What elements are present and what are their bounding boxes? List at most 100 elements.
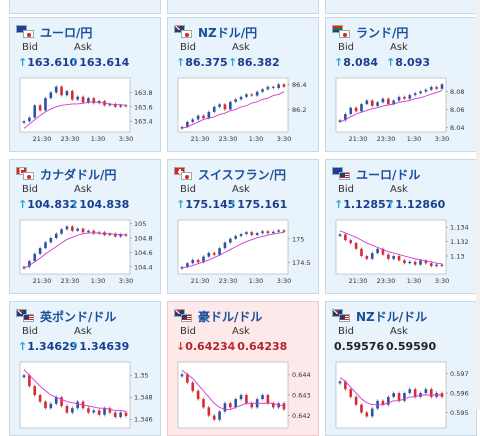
moving-average-line [339, 377, 442, 406]
candle-body [392, 256, 395, 259]
ask-number: 86.382 [237, 56, 280, 69]
candle-body [218, 248, 221, 255]
card-header[interactable]: 豪ドル/ドル [174, 307, 262, 325]
bid-number: 8.084 [343, 56, 379, 69]
ask-label: Ask [232, 42, 250, 53]
card-header[interactable]: スイスフラン/円 [174, 165, 286, 183]
candle-body [277, 84, 280, 89]
candle-body [65, 90, 69, 96]
card-above-3 [325, 0, 477, 14]
card-header[interactable]: NZドル/円 [174, 23, 257, 41]
scrollbar[interactable] [476, 0, 480, 410]
candle-body [250, 94, 254, 96]
candle-body [376, 102, 379, 106]
ask-label: Ask [390, 184, 408, 195]
y-tick-label: 86.2 [292, 106, 306, 114]
rate-chart[interactable]: 0.644 0.643 0.642 [176, 360, 314, 430]
arrow-down-icon: ↓ [228, 340, 238, 353]
card-header[interactable]: NZドル/ドル [332, 307, 427, 325]
card-header[interactable]: ユーロ/ドル [332, 165, 420, 183]
candlestick-chart: 163.8 163.6 163.4 21:30 23:30 1:30 3:30 [19, 77, 153, 143]
x-tick-label: 23:30 [377, 135, 396, 143]
card-header[interactable]: ランド/円 [332, 23, 408, 41]
rate-card[interactable]: ランド/円 Bid Ask ↑8.084 ↑8.093 8.08 8.06 8.04 21:30… [325, 17, 477, 152]
x-tick-label: 3:30 [277, 277, 292, 285]
rate-card[interactable]: 豪ドル/ドル Bid Ask ↓0.64234 ↓0.64238 0.644 0.643 0.… [167, 301, 319, 436]
rate-chart[interactable]: 86.4 86.2 21:30 23:30 1:30 3:30 [176, 76, 314, 146]
candle-body [54, 233, 58, 238]
rate-chart[interactable]: 0.597 0.596 0.595 [334, 360, 472, 430]
bid-value: ↑175.145 [176, 198, 235, 211]
bid-number: 104.832 [27, 198, 78, 211]
y-tick-label: 1.35 [134, 372, 148, 380]
bid-label: Bid [338, 184, 354, 195]
ask-value: ↑163.614 [70, 56, 129, 69]
y-tick-label: 1.348 [134, 394, 153, 402]
rate-card[interactable]: スイスフラン/円 Bid Ask ↑175.145 ↑175.161 175 174.5 21… [167, 159, 319, 294]
candlestick-chart: 8.08 8.06 8.04 21:30 23:30 1:30 3:30 [335, 77, 464, 143]
candle-body [81, 96, 85, 103]
candle-body [282, 84, 286, 87]
x-tick-label: 3:30 [119, 277, 134, 285]
candle-body [349, 389, 353, 397]
pair-name-link[interactable]: スイスフラン/円 [198, 167, 287, 182]
bid-label: Bid [22, 42, 38, 53]
ask-value: ↑1.34639 [70, 340, 129, 353]
card-header[interactable]: 英ポンド/ドル [16, 307, 116, 325]
jp-flag-icon [181, 172, 192, 180]
candle-body [429, 263, 433, 267]
x-tick-label: 21:30 [349, 135, 368, 143]
candle-body [49, 92, 53, 99]
candle-body [87, 98, 90, 103]
y-tick-label: 104.8 [134, 235, 153, 243]
y-tick-label: 0.644 [292, 371, 311, 379]
rate-card[interactable]: ユーロ/ドル Bid Ask ↑1.12857 ↑1.12860 1.134 1.132 1.… [325, 159, 477, 294]
x-tick-label: 3:30 [277, 135, 292, 143]
rate-card[interactable]: カナダドル/円 Bid Ask ↑104.832 ↑104.838 105 104.8 104… [9, 159, 161, 294]
candle-body [413, 261, 417, 265]
candle-body [354, 243, 358, 249]
candle-body [22, 266, 26, 269]
plot-area [19, 361, 131, 429]
bid-label: Bid [180, 42, 196, 53]
pair-name-link[interactable]: NZドル/ドル [356, 309, 428, 324]
candle-body [223, 104, 227, 110]
pair-name-link[interactable]: ランド/円 [356, 25, 409, 40]
pair-name-link[interactable]: ユーロ/ドル [356, 167, 421, 182]
pair-name-link[interactable]: カナダドル/円 [40, 167, 117, 182]
pair-name-link[interactable]: NZドル/円 [198, 25, 258, 40]
arrow-up-icon: ↑ [386, 56, 396, 69]
pair-name-link[interactable]: ユーロ/円 [40, 25, 93, 40]
candle-body [22, 121, 26, 123]
arrow-up-icon: ↑ [70, 198, 80, 211]
y-tick-label: 105 [134, 220, 146, 228]
x-tick-label: 21:30 [349, 277, 368, 285]
rate-chart[interactable]: 175 174.5 21:30 23:30 1:30 3:30 [176, 218, 314, 288]
candle-body [87, 230, 90, 233]
card-header[interactable]: カナダドル/円 [16, 165, 116, 183]
rate-card[interactable]: ユーロ/円 Bid Ask ↑163.610 ↑163.614 163.8 163.6 163… [9, 17, 161, 152]
card-header[interactable]: ユーロ/円 [16, 23, 92, 41]
candle-body [271, 86, 275, 89]
rate-chart[interactable]: 1.35 1.348 1.346 [18, 360, 156, 430]
candle-body [424, 89, 428, 92]
rate-chart[interactable]: 163.8 163.6 163.4 21:30 23:30 1:30 3:30 [18, 76, 156, 146]
rate-card[interactable]: NZドル/ドル Bid Ask 0.59576 0.59590 0.597 0.596 0.5… [325, 301, 477, 436]
x-tick-label: 3:30 [435, 277, 450, 285]
pair-name-link[interactable]: 豪ドル/ドル [198, 309, 263, 324]
plot-area [19, 219, 131, 275]
rate-chart[interactable]: 8.08 8.06 8.04 21:30 23:30 1:30 3:30 [334, 76, 472, 146]
rate-chart[interactable]: 1.134 1.132 1.13 21:30 23:30 1:30 3:30 [334, 218, 472, 288]
candle-body [429, 87, 433, 90]
ask-number: 104.838 [79, 198, 130, 211]
candle-body [413, 389, 417, 397]
candlestick-chart: 105 104.8 104.6 104.4 21:30 23:30 1:30 3:30 [19, 219, 153, 285]
bid-number: 86.375 [185, 56, 228, 69]
rate-card[interactable]: 英ポンド/ドル Bid Ask ↑1.34629 ↑1.34639 1.35 1.348 1.… [9, 301, 161, 436]
rate-card[interactable]: NZドル/円 Bid Ask ↑86.375 ↑86.382 86.4 86.2 21:30 2… [167, 17, 319, 152]
candle-body [60, 397, 63, 406]
candle-body [266, 231, 270, 234]
pair-name-link[interactable]: 英ポンド/ドル [40, 309, 117, 324]
y-tick-label: 1.134 [450, 224, 469, 232]
rate-chart[interactable]: 105 104.8 104.6 104.4 21:30 23:30 1:30 3:30 [18, 218, 156, 288]
